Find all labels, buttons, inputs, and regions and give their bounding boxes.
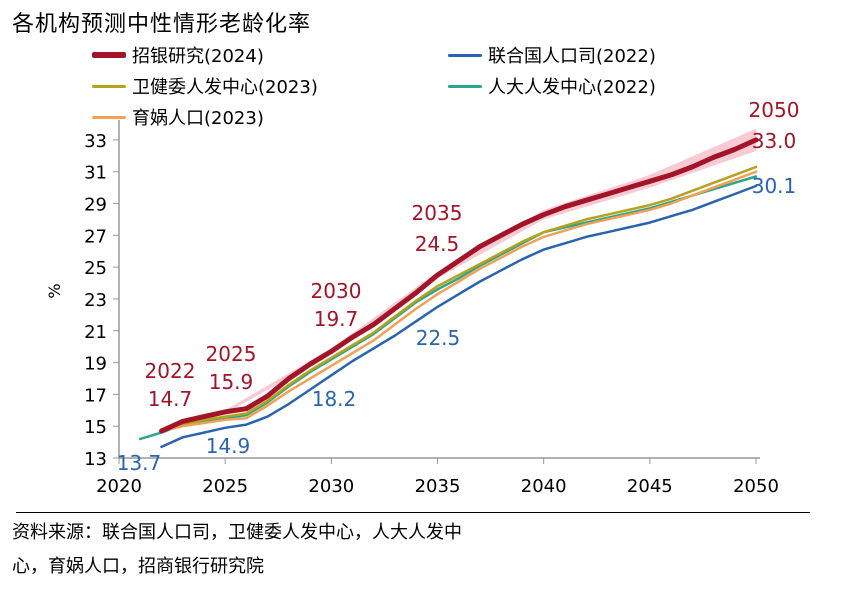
y-tick-label: 13: [84, 449, 107, 470]
y-axis-label: %: [45, 283, 64, 298]
source-note-line: 资料来源：联合国人口司，卫健委人发中心，人大人发中: [12, 522, 462, 543]
y-tick-label: 33: [84, 131, 107, 152]
annotation-year: 2050: [749, 98, 800, 122]
series-line: [159, 137, 759, 434]
y-tick-label: 23: [84, 290, 107, 311]
y-tick-label: 21: [84, 322, 107, 343]
x-tick-label: 2030: [308, 476, 354, 497]
source-note: 资料来源：联合国人口司，卫健委人发中心，人大人发中 心，育娲人口，招商银行研究院: [12, 516, 812, 584]
annotation-value: 30.1: [752, 174, 797, 198]
annotation-value: 14.7: [148, 387, 193, 411]
y-tick-label: 29: [84, 195, 107, 216]
x-tick-label: 2045: [627, 476, 673, 497]
uncertainty-band: [161, 128, 756, 433]
y-tick-label: 31: [84, 163, 107, 184]
annotation-year: 2030: [311, 279, 362, 303]
x-tick-label: 2020: [96, 476, 142, 497]
y-tick-label: 19: [84, 354, 107, 375]
annotation-value: 15.9: [209, 370, 254, 394]
annotation-year: 2035: [412, 201, 463, 225]
annotation-value: 22.5: [416, 326, 461, 350]
annotation-value: 13.7: [117, 451, 162, 475]
annotation-value: 33.0: [752, 129, 797, 153]
x-tick-label: 2025: [202, 476, 248, 497]
series-line: [160, 184, 758, 449]
series-line: [160, 165, 758, 431]
annotation-year: 2022: [145, 359, 196, 383]
annotation-value: 18.2: [312, 387, 357, 411]
annotation-value: 24.5: [415, 232, 460, 256]
line-chart: 13 15 17 19 21 23 25 27 29 31 33 2020 2025 2030 2035 20…: [45, 98, 800, 497]
y-tick-label: 17: [84, 385, 107, 406]
source-note-line: 心，育娲人口，招商银行研究院: [12, 556, 264, 577]
annotation-value: 19.7: [314, 307, 359, 331]
annotation-value: 14.9: [206, 434, 251, 458]
series-line: [138, 175, 758, 441]
y-tick-label: 15: [84, 417, 107, 438]
y-tick-label: 27: [84, 226, 107, 247]
annotation-year: 2025: [206, 342, 257, 366]
x-tick-label: 2050: [733, 476, 779, 497]
y-tick-label: 25: [84, 258, 107, 279]
x-tick-label: 2035: [415, 476, 461, 497]
chart-title: 各机构预测中性情形老龄化率: [12, 12, 312, 37]
series-line: [160, 170, 758, 433]
divider: [16, 512, 810, 513]
x-tick-label: 2040: [521, 476, 567, 497]
